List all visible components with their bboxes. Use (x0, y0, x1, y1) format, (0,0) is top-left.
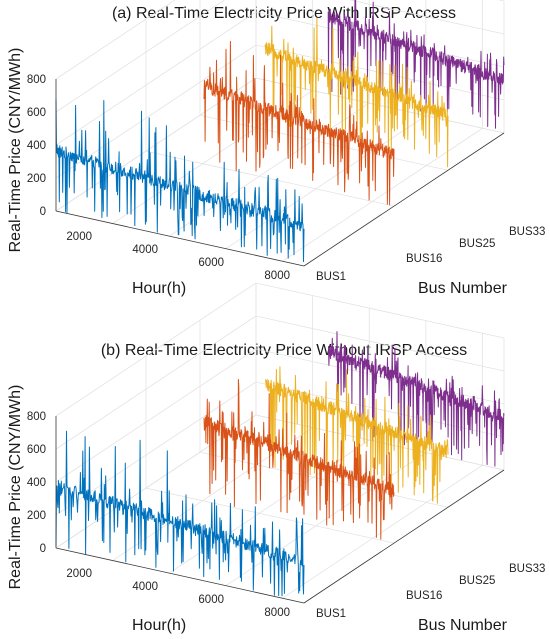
chart-panel-b: (b) Real-Time Electricity Price Without … (7, 282, 545, 634)
chart-series-group (55, 0, 505, 263)
y-tick-label: BUS33 (509, 563, 545, 575)
series-line-bus16 (203, 379, 395, 540)
gridline (55, 0, 505, 113)
chart-panel-a: (a) Real-Time Electricity Price With IRS… (7, 0, 545, 297)
x-axis-title: Hour(h) (132, 280, 186, 297)
x-tick-label: 4000 (132, 581, 158, 593)
x-tick-label: 2000 (66, 231, 92, 243)
z-tick-label: 600 (27, 107, 46, 119)
x-axis-line (55, 547, 305, 604)
x-tick-label: 6000 (198, 257, 224, 269)
series-line-bus16 (203, 40, 395, 206)
gridline (199, 320, 449, 508)
series-line-bus33 (327, 0, 505, 129)
y-axis-title: Bus Number (418, 617, 508, 634)
chart-axes (55, 79, 505, 267)
z-tick-label: 400 (27, 140, 46, 152)
x-tick-label: 8000 (264, 607, 290, 619)
z-tick-label: 0 (40, 543, 46, 555)
y-axis-title: Bus Number (418, 280, 508, 297)
z-axis-title: Real-Time Price (CNY/MWh) (7, 385, 24, 590)
chart-axes (55, 416, 505, 604)
chart-series-group (55, 331, 505, 597)
y-axis-line (303, 132, 505, 267)
x-tick-label: 6000 (198, 594, 224, 606)
z-tick-label: 0 (40, 206, 46, 218)
series-line-bus1 (55, 99, 305, 263)
z-tick-label: 800 (27, 74, 46, 86)
x-tick-label: 4000 (132, 244, 158, 256)
x-tick-label: 8000 (264, 270, 290, 282)
x-axis-title: Hour(h) (132, 617, 186, 634)
y-tick-label: BUS16 (406, 590, 442, 602)
series-line-bus33 (327, 331, 505, 467)
y-tick-label: BUS25 (459, 238, 495, 250)
y-tick-label: BUS16 (406, 253, 442, 265)
y-tick-label: BUS1 (316, 608, 346, 620)
y-axis-line (303, 469, 505, 604)
gridline (145, 19, 395, 207)
y-tick-label: BUS25 (459, 575, 495, 587)
z-tick-label: 400 (27, 477, 46, 489)
series-line-bus25 (264, 17, 449, 168)
x-axis-line (55, 210, 305, 267)
y-tick-label: BUS33 (509, 226, 545, 238)
z-tick-label: 200 (27, 173, 46, 185)
x-tick-label: 2000 (66, 568, 92, 580)
gridline (55, 0, 505, 80)
series-line-bus1 (55, 430, 305, 597)
gridline (145, 356, 395, 544)
y-tick-label: BUS1 (316, 271, 346, 283)
gridline (169, 0, 370, 237)
z-tick-label: 200 (27, 510, 46, 522)
series-line-bus25 (264, 366, 449, 504)
z-axis-title: Real-Time Price (CNY/MWh) (7, 48, 24, 253)
z-tick-label: 800 (27, 411, 46, 423)
z-tick-label: 600 (27, 444, 46, 456)
gridline (255, 283, 505, 471)
